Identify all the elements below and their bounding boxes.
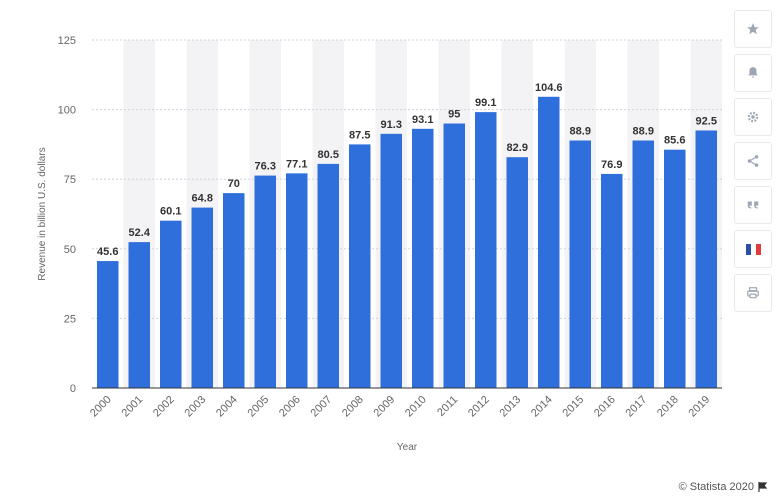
flag-icon (758, 482, 768, 492)
statista-credit[interactable]: © Statista 2020 (679, 481, 768, 493)
x-tick-label: 2015 (561, 394, 587, 420)
data-label: 91.3 (381, 119, 402, 131)
data-label: 104.6 (535, 82, 563, 94)
data-label: 76.3 (255, 161, 276, 173)
data-label: 52.4 (129, 227, 151, 239)
bell-icon (748, 67, 758, 78)
bar[interactable] (412, 128, 434, 388)
y-tick-label: 125 (58, 35, 76, 47)
bar[interactable] (475, 112, 497, 389)
bar[interactable] (601, 173, 623, 388)
bar[interactable] (443, 123, 466, 389)
x-tick-label: 2012 (466, 394, 492, 420)
y-tick-label: 25 (64, 313, 76, 325)
settings-button[interactable] (734, 98, 772, 136)
x-tick-label: 2008 (340, 394, 366, 420)
credit-text: © Statista 2020 (678, 481, 754, 493)
x-tick-label: 2014 (529, 394, 555, 420)
share-button[interactable] (734, 142, 772, 180)
data-label: 64.8 (192, 193, 213, 205)
bar[interactable] (506, 157, 529, 388)
print-button[interactable] (734, 274, 772, 312)
bar[interactable] (380, 133, 403, 388)
x-axis-title: Year (397, 442, 418, 453)
bar[interactable] (538, 96, 560, 388)
data-label: 85.6 (664, 135, 685, 147)
x-tick-label: 2000 (88, 394, 114, 420)
x-tick-label: 2016 (592, 394, 618, 420)
data-label: 76.9 (601, 159, 622, 171)
bar[interactable] (160, 220, 182, 388)
quote-icon (747, 201, 759, 209)
bar[interactable] (349, 144, 371, 388)
bar[interactable] (317, 163, 340, 388)
y-axis-title: Revenue in billion U.S. dollars (37, 147, 48, 280)
x-tick-label: 2011 (435, 394, 460, 419)
x-tick-label: 2009 (372, 394, 398, 420)
bar[interactable] (286, 173, 308, 388)
y-tick-label: 50 (64, 244, 76, 256)
bar[interactable] (254, 175, 277, 388)
data-label: 60.1 (160, 206, 181, 218)
x-tick-label: 2017 (624, 394, 650, 420)
data-label: 77.1 (286, 158, 307, 170)
x-axis-ticks: 2000 2001 2002 2003 2004 2005 2006 2007 2008 2009… (88, 394, 712, 420)
data-label: 95 (448, 109, 460, 121)
print-icon (747, 287, 759, 299)
x-tick-label: 2007 (309, 394, 335, 420)
language-button[interactable] (734, 230, 772, 268)
data-labels: 45.6 52.4 60.1 64.8 70 76.3 77.1 80.5 87.5 91.3 93… (97, 82, 717, 258)
bar[interactable] (97, 261, 119, 388)
bar[interactable] (128, 242, 151, 388)
favorite-button[interactable] (734, 10, 772, 48)
data-label: 80.5 (318, 149, 339, 161)
data-label: 82.9 (507, 142, 528, 154)
data-label: 88.9 (633, 126, 654, 138)
flag-fr-icon (745, 243, 761, 255)
x-tick-label: 2019 (687, 394, 713, 420)
x-tick-label: 2010 (403, 394, 429, 420)
data-label: 70 (228, 178, 240, 190)
x-tick-label: 2003 (183, 394, 209, 420)
x-tick-label: 2004 (214, 394, 240, 420)
star-icon (747, 23, 759, 35)
x-tick-label: 2013 (498, 394, 524, 420)
cite-button[interactable] (734, 186, 772, 224)
x-tick-label: 2005 (246, 394, 272, 420)
data-label: 92.5 (696, 115, 717, 127)
gear-icon (747, 111, 759, 123)
data-label: 99.1 (475, 97, 496, 109)
x-tick-label: 2002 (151, 394, 177, 420)
bar[interactable] (664, 149, 686, 388)
data-label: 87.5 (349, 129, 370, 141)
y-tick-label: 75 (64, 174, 76, 186)
data-label: 88.9 (570, 126, 591, 138)
x-tick-label: 2018 (655, 394, 681, 420)
y-tick-label: 100 (58, 105, 76, 117)
y-tick-label: 0 (70, 383, 76, 395)
x-tick-label: 2006 (277, 394, 303, 420)
x-tick-label: 2001 (120, 394, 146, 420)
share-icon (747, 155, 759, 167)
data-label: 93.1 (412, 114, 433, 126)
bar[interactable] (632, 140, 655, 388)
toolbar (734, 10, 774, 316)
y-axis-ticks: 0 25 50 75 100 125 (58, 35, 76, 395)
data-label: 45.6 (97, 246, 118, 258)
bar[interactable] (569, 140, 592, 388)
notification-button[interactable] (734, 54, 772, 92)
bars (97, 96, 718, 389)
bar[interactable] (191, 207, 214, 388)
bar[interactable] (223, 193, 245, 388)
bar[interactable] (695, 130, 718, 389)
